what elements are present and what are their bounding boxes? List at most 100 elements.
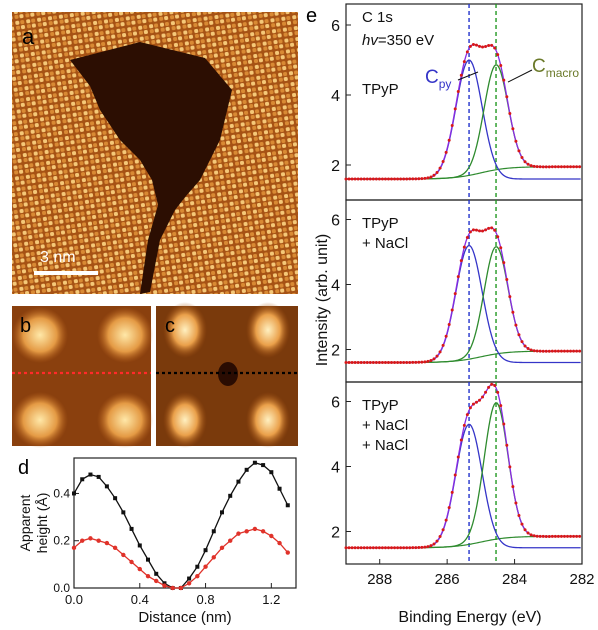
- plot-d-point: [96, 474, 101, 479]
- plot-e-data-point: [393, 360, 397, 364]
- plot-e-data-point: [383, 360, 387, 364]
- plot-d-point: [219, 545, 225, 551]
- plot-e-data-point: [456, 90, 460, 94]
- plot-d-point: [285, 550, 290, 555]
- plot-e-data-point: [478, 229, 482, 233]
- panel-d: d 0.0 0.4 0.8 1.2 0.0 0.2 0.4 Distance (nm) Ap…: [17, 457, 297, 626]
- peak-label-cpy: Cpy: [425, 67, 451, 91]
- plot-d-xtick-label: 1.2: [262, 592, 280, 607]
- plot-d-point: [244, 529, 249, 534]
- plot-d-point: [121, 510, 126, 515]
- plot-e-data-point: [569, 349, 573, 353]
- plot-e-ticks: 2 4 6 2 4 6 2 4 6 288 286 284 282: [331, 18, 594, 588]
- plot-d-point: [96, 538, 101, 543]
- plot-e-sample-label: + NaCl: [362, 235, 408, 252]
- plot-e-data-point: [523, 344, 527, 348]
- plot-e-data-point: [353, 177, 357, 181]
- plot-e-xtick-label: 288: [367, 571, 392, 588]
- plot-d-ytick-label: 0.4: [53, 486, 70, 500]
- plot-e-data-point: [462, 60, 466, 64]
- plot-e-data-point: [544, 165, 548, 169]
- plot-e-data-point: [471, 43, 475, 47]
- plot-e-data-point: [484, 45, 488, 49]
- plot-d-point: [195, 573, 200, 579]
- plot-d-point: [195, 564, 200, 569]
- plot-e-data-point: [396, 546, 400, 550]
- plot-e-subpanels: [345, 3, 583, 565]
- plot-e-data-point: [438, 535, 442, 539]
- peak-label-cmacro: Cmacro: [532, 56, 579, 80]
- plot-d-point: [178, 585, 184, 591]
- plot-d-ytick-label: 0.0: [53, 581, 70, 595]
- plot-e-data-point: [432, 173, 436, 177]
- plot-e-data-point: [490, 382, 494, 386]
- plot-d-series: [71, 460, 290, 591]
- plot-e-data-point: [420, 177, 424, 181]
- plot-e-data-point: [383, 177, 387, 181]
- plot-e-data-point: [499, 246, 503, 250]
- plot-e-data-point: [541, 534, 545, 538]
- plot-e-data-point: [478, 44, 482, 48]
- plot-d-point: [137, 543, 142, 548]
- plot-e-data-point: [353, 546, 357, 550]
- panel-label-b: b: [20, 315, 31, 337]
- plot-e-data-point: [532, 534, 536, 538]
- plot-e-data-point: [535, 349, 539, 353]
- plot-e-data-point: [396, 360, 400, 364]
- plot-e-data-point: [566, 534, 570, 538]
- plot-e-data-point: [465, 50, 469, 54]
- plot-e-data-point: [344, 546, 348, 550]
- plot-e-data-point: [529, 533, 533, 537]
- plot-e-data-point: [402, 177, 406, 181]
- plot-e-data-point: [578, 534, 582, 538]
- plot-e-data-point: [390, 360, 394, 364]
- plot-e-data-point: [547, 349, 551, 353]
- plot-e-data-point: [496, 235, 500, 239]
- plot-e-data-point: [569, 534, 573, 538]
- plot-e-data-point: [511, 485, 515, 489]
- plot-e-data-point: [435, 171, 439, 175]
- plot-e-data-point: [517, 149, 521, 153]
- plot-d-point: [154, 571, 159, 576]
- plot-e-ytick-label: 4: [331, 460, 340, 477]
- plot-e-data-point: [447, 506, 451, 510]
- plot-e-data-point: [578, 165, 582, 169]
- plot-e-xlabel: Binding Energy (eV): [398, 609, 541, 626]
- plot-e-data-point: [465, 235, 469, 239]
- plot-d-point: [71, 545, 77, 551]
- plot-e-data-point: [438, 166, 442, 170]
- plot-e-data-point: [393, 546, 397, 550]
- plot-e-data-point: [569, 165, 573, 169]
- plot-e-data-point: [481, 229, 485, 233]
- plot-e-data-point: [350, 546, 354, 550]
- plot-e-data-point: [377, 360, 381, 364]
- plot-e-data-point: [578, 349, 582, 353]
- plot-e-data-point: [481, 45, 485, 49]
- plot-e-data-point: [405, 177, 409, 181]
- plot-e-data-point: [450, 123, 454, 127]
- plot-e-data-point: [490, 43, 494, 47]
- plot-d-point: [186, 581, 192, 586]
- panel-c: c: [156, 302, 298, 448]
- plot-d-point: [121, 552, 126, 558]
- plot-e-data-point: [453, 107, 457, 111]
- plot-e-data-point: [575, 534, 579, 538]
- plot-e-data-point: [514, 139, 518, 143]
- plot-d-ylabel-line2: height (Å): [34, 493, 50, 554]
- plot-e-data-point: [347, 546, 351, 550]
- plot-e-data-point: [362, 546, 366, 550]
- plot-e-data-point: [538, 349, 542, 353]
- plot-e-data-point: [484, 390, 488, 394]
- plot-e-data-point: [471, 402, 475, 406]
- plot-e-data-point: [359, 177, 363, 181]
- plot-e-data-point: [447, 138, 451, 142]
- plot-e-data-point: [444, 150, 448, 154]
- plot-e-data-point: [526, 162, 530, 166]
- plot-e-data-point: [450, 490, 454, 494]
- plot-e-data-point: [414, 546, 418, 550]
- plot-e-data-point: [423, 360, 427, 364]
- plot-e-peak-cmacro: [345, 246, 581, 364]
- plot-e-data-point: [511, 310, 515, 314]
- plot-d-point: [129, 559, 134, 565]
- plot-e-data-point: [575, 165, 579, 169]
